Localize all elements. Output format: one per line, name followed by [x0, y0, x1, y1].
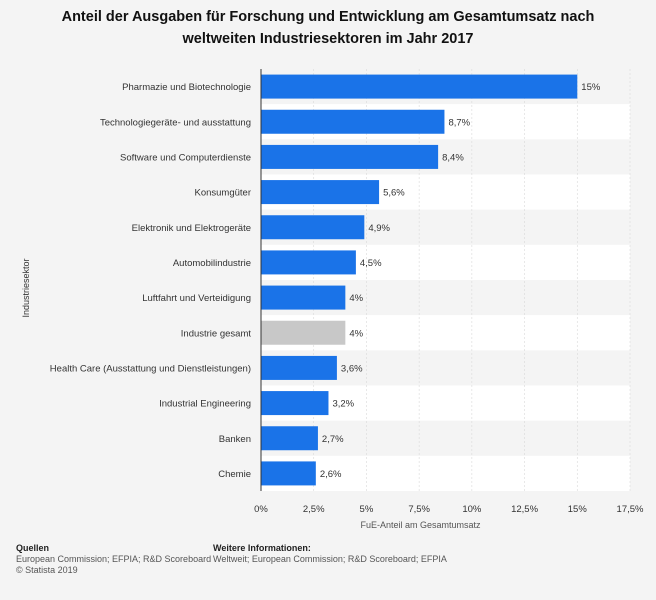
value-label: 2,6%	[320, 469, 342, 480]
info-text: Weltweit; European Commission; R&D Score…	[213, 554, 447, 564]
bar[interactable]	[261, 109, 445, 134]
footer-info: Weitere Informationen: Weltweit; Europea…	[213, 543, 447, 565]
bar[interactable]	[261, 74, 578, 99]
footer-sources: Quellen European Commission; EFPIA; R&D …	[16, 543, 211, 576]
value-label: 4,9%	[368, 223, 390, 234]
bar[interactable]	[261, 215, 365, 240]
bar[interactable]	[261, 144, 439, 169]
value-label: 4%	[349, 328, 363, 339]
x-tick-label: 15%	[568, 504, 588, 515]
bar[interactable]	[261, 250, 356, 275]
info-heading: Weitere Informationen:	[213, 543, 311, 553]
value-label: 8,7%	[448, 117, 470, 128]
sources-heading: Quellen	[16, 543, 50, 553]
row-stripe	[261, 455, 630, 491]
x-tick-label: 7,5%	[408, 504, 430, 515]
value-label: 3,2%	[332, 399, 354, 410]
value-label: 5,6%	[383, 188, 405, 199]
value-label: 4,5%	[360, 258, 382, 269]
category-label: Industrie gesamt	[181, 328, 252, 339]
category-label: Health Care (Ausstattung und Dienstleist…	[50, 363, 251, 374]
category-label: Elektronik und Elektrogeräte	[132, 223, 251, 234]
category-label: Industrial Engineering	[159, 399, 251, 410]
bar[interactable]	[261, 180, 380, 205]
x-tick-label: 10%	[462, 504, 482, 515]
bar[interactable]	[261, 285, 346, 310]
x-tick-label: 0%	[254, 504, 268, 515]
bar[interactable]	[261, 426, 318, 451]
x-tick-label: 5%	[360, 504, 374, 515]
category-label: Luftfahrt und Verteidigung	[142, 293, 251, 304]
value-label: 15%	[581, 82, 601, 93]
bar[interactable]	[261, 320, 346, 345]
value-label: 3,6%	[341, 363, 363, 374]
x-axis-label: FuE-Anteil am Gesamtumsatz	[360, 520, 481, 530]
bar[interactable]	[261, 355, 337, 380]
bar[interactable]	[261, 461, 316, 486]
value-label: 2,7%	[322, 434, 344, 445]
value-label: 8,4%	[442, 152, 464, 163]
sources-text: European Commission; EFPIA; R&D Scoreboa…	[16, 554, 212, 564]
x-tick-label: 17,5%	[617, 504, 644, 515]
x-tick-label: 2,5%	[303, 504, 325, 515]
category-label: Technologiegeräte- und ausstattung	[100, 117, 251, 128]
category-label: Banken	[219, 434, 251, 445]
bar[interactable]	[261, 391, 329, 416]
copyright-text: © Statista 2019	[16, 565, 78, 575]
category-label: Automobilindustrie	[173, 258, 251, 269]
category-label: Pharmazie und Biotechnologie	[122, 82, 251, 93]
x-tick-label: 12,5%	[511, 504, 538, 515]
category-label: Chemie	[218, 469, 251, 480]
bar-chart: Pharmazie und Biotechnologie 15% Technolog…	[50, 69, 644, 530]
chart-title: Anteil der Ausgaben für Forschung und En…	[61, 9, 595, 47]
category-label: Software und Computerdienste	[120, 152, 251, 163]
category-label: Konsumgüter	[194, 188, 251, 199]
value-label: 4%	[349, 293, 363, 304]
